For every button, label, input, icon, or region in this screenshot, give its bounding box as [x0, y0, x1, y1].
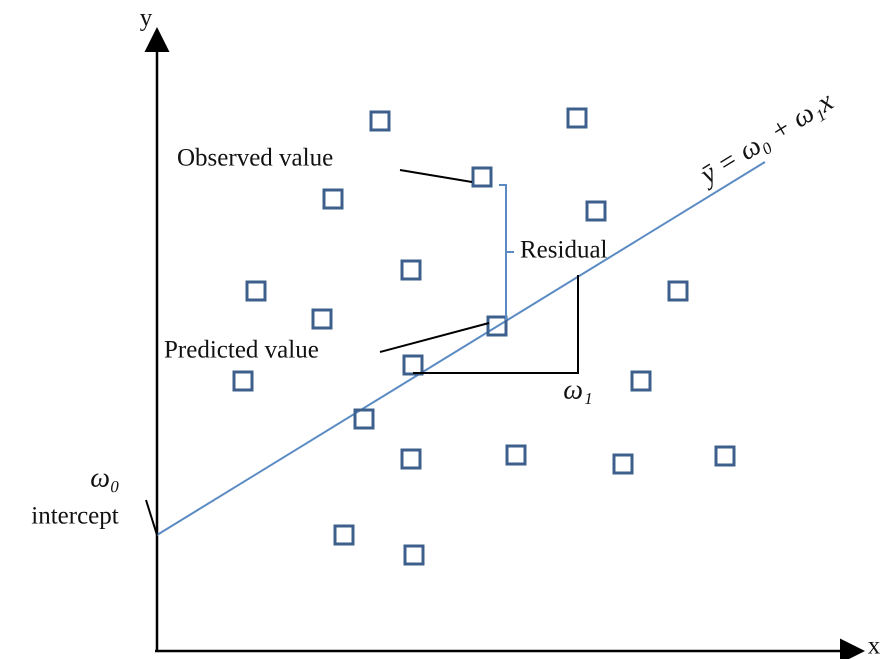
data-point — [612, 453, 634, 475]
equation: ȳ = ω₀ + ω₁x — [692, 86, 839, 192]
data-point — [369, 110, 391, 132]
predicted-leader — [379, 322, 490, 353]
data-point — [667, 280, 689, 302]
data-point — [400, 448, 422, 470]
data-point — [232, 370, 254, 392]
data-point — [311, 308, 333, 330]
data-point — [353, 408, 375, 430]
observed-leader — [399, 169, 473, 183]
data-point — [471, 166, 493, 188]
slope-label: ω₁ — [563, 374, 593, 405]
data-point — [585, 200, 607, 222]
data-point — [333, 524, 355, 546]
intercept-symbol: ω₀ — [90, 462, 120, 493]
residual-label: Residual — [520, 237, 608, 264]
intercept-label: intercept — [31, 503, 119, 530]
data-point — [566, 107, 588, 129]
data-point — [245, 280, 267, 302]
data-point — [486, 315, 508, 337]
predicted-label: Predicted value — [164, 337, 319, 364]
data-point — [402, 354, 424, 376]
data-point — [322, 188, 344, 210]
data-point — [505, 444, 527, 466]
regression-line — [156, 161, 766, 536]
observed-label: Observed value — [177, 145, 333, 172]
residual-bracket — [499, 184, 514, 320]
y-axis-label: y — [140, 5, 153, 32]
slope-triangle — [413, 275, 579, 374]
data-point — [400, 259, 422, 281]
data-point — [714, 445, 736, 467]
x-axis-label: x — [868, 633, 881, 659]
data-point — [403, 544, 425, 566]
intercept-leader — [145, 499, 158, 536]
data-point — [630, 370, 652, 392]
